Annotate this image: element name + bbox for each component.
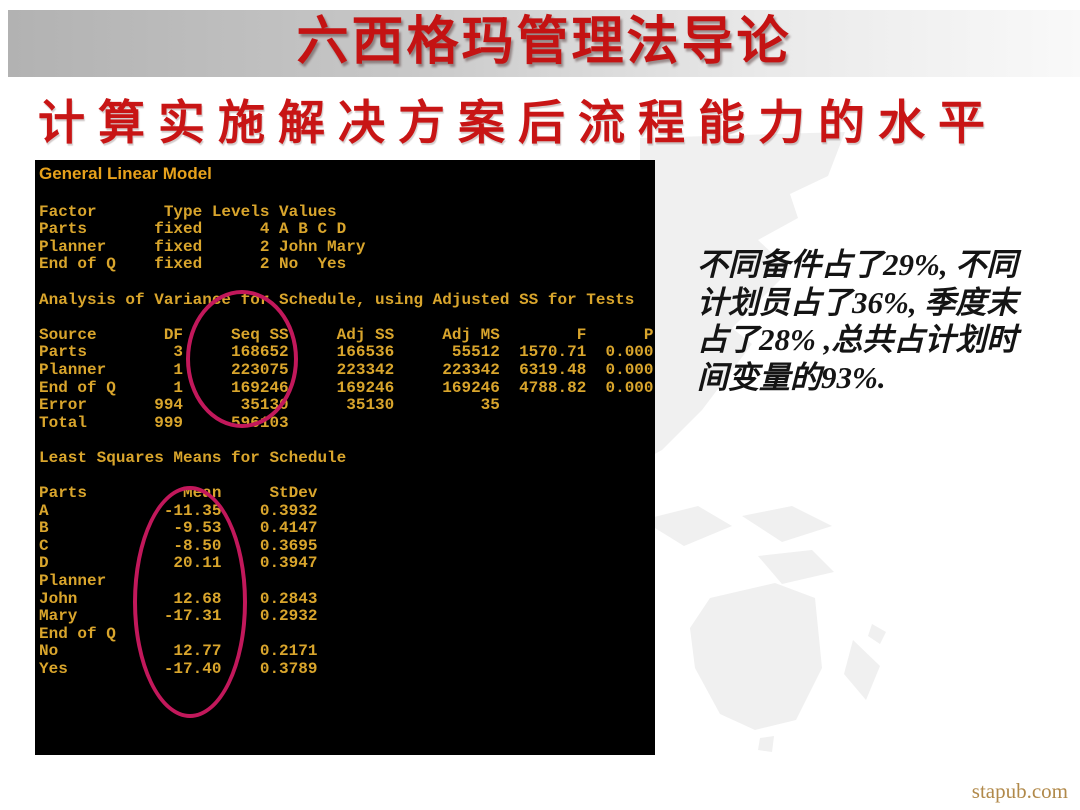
- annotation-text: 不同备件占了29%, 不同 计划员占了36%, 季度末 占了28% ,总共占计划时间…: [697, 247, 1018, 395]
- minitab-output-panel: General Linear Model Factor Type Levels …: [35, 160, 655, 755]
- terminal-lines: Factor Type Levels Values Parts fixed 4 A…: [39, 202, 654, 679]
- world-map-watermark: [640, 132, 886, 752]
- slide-subtitle: 计算实施解决方案后流程能力的水平: [38, 96, 998, 149]
- terminal-heading: General Linear Model: [39, 164, 212, 183]
- highlight-ellipse-means: [133, 486, 247, 718]
- header-bar: 六西格玛管理法导论: [8, 10, 1080, 77]
- page-title: 六西格玛管理法导论: [296, 13, 792, 71]
- footer-site-text: stapub.com: [971, 779, 1068, 803]
- highlight-ellipse-seq-ss: [186, 290, 298, 428]
